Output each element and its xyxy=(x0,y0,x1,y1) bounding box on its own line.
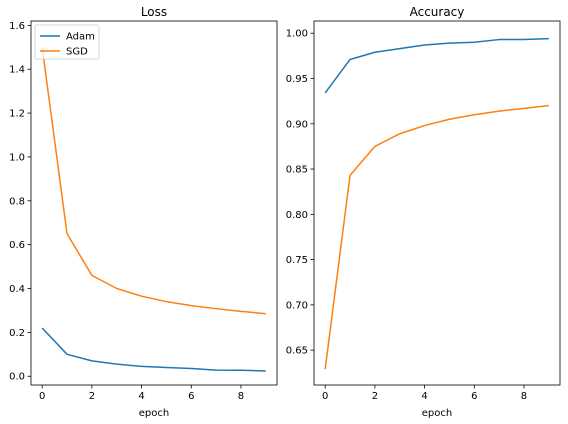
accuracy-y-tick-label: 0.95 xyxy=(286,74,308,85)
accuracy-y-tick-label: 1.00 xyxy=(286,29,308,40)
accuracy-x-tick-label: 2 xyxy=(372,391,378,402)
accuracy-y-tick-label: 0.75 xyxy=(286,255,308,266)
loss-series-line-sgd xyxy=(41,47,266,315)
accuracy-x-tick-label: 8 xyxy=(521,391,527,402)
loss-x-tick-label: 4 xyxy=(138,391,144,402)
loss-y-tick-label: 0.6 xyxy=(9,240,25,251)
loss-series-line-adam xyxy=(41,327,266,372)
legend-label-sgd: SGD xyxy=(66,47,88,58)
accuracy-series-line-sgd xyxy=(324,104,549,370)
loss-y-tick-label: 1.2 xyxy=(9,109,25,120)
accuracy-x-tick-label: 6 xyxy=(471,391,477,402)
accuracy-x-axis-label: epoch xyxy=(422,408,452,419)
loss-y-tick-label: 0.8 xyxy=(9,196,25,207)
loss-x-tick-label: 8 xyxy=(238,391,244,402)
accuracy-y-tick-label: 0.70 xyxy=(286,300,308,311)
loss-y-tick-label: 0.4 xyxy=(9,284,25,295)
loss-axes-frame xyxy=(30,20,278,386)
accuracy-y-tick-label: 0.85 xyxy=(286,165,308,176)
loss-x-axis-label: epoch xyxy=(139,408,169,419)
loss-x-tick-label: 6 xyxy=(188,391,194,402)
loss-y-tick-label: 0.0 xyxy=(9,372,25,383)
accuracy-title: Accuracy xyxy=(410,5,465,19)
loss-y-tick-label: 1.6 xyxy=(9,21,25,32)
loss-chart: Loss 0 2 4 6 8 0.0 0.2 0.4 0.6 0.8 1.0 1.2 1.4 1.6 epoc… xyxy=(9,5,278,419)
accuracy-axes-frame xyxy=(313,20,561,386)
accuracy-y-tick-label: 0.90 xyxy=(286,119,308,130)
loss-y-tick-label: 1.0 xyxy=(9,152,25,163)
accuracy-x-tick-label: 0 xyxy=(322,391,328,402)
loss-x-tick-label: 2 xyxy=(89,391,95,402)
loss-y-tick-label: 1.4 xyxy=(9,65,25,76)
loss-x-tick-label: 0 xyxy=(39,391,45,402)
accuracy-x-tick-label: 4 xyxy=(421,391,427,402)
accuracy-y-tick-label: 0.65 xyxy=(286,346,308,357)
accuracy-chart: Accuracy 0 2 4 6 8 0.65 0.70 0.75 0.80 0.85 0.90 0.9… xyxy=(286,5,561,419)
accuracy-y-tick-label: 0.80 xyxy=(286,210,308,221)
legend-label-adam: Adam xyxy=(66,32,95,43)
loss-y-tick-label: 0.2 xyxy=(9,328,25,339)
accuracy-series-line-adam xyxy=(324,37,549,94)
loss-title: Loss xyxy=(141,5,167,19)
loss-legend: Adam SGD xyxy=(34,24,100,60)
